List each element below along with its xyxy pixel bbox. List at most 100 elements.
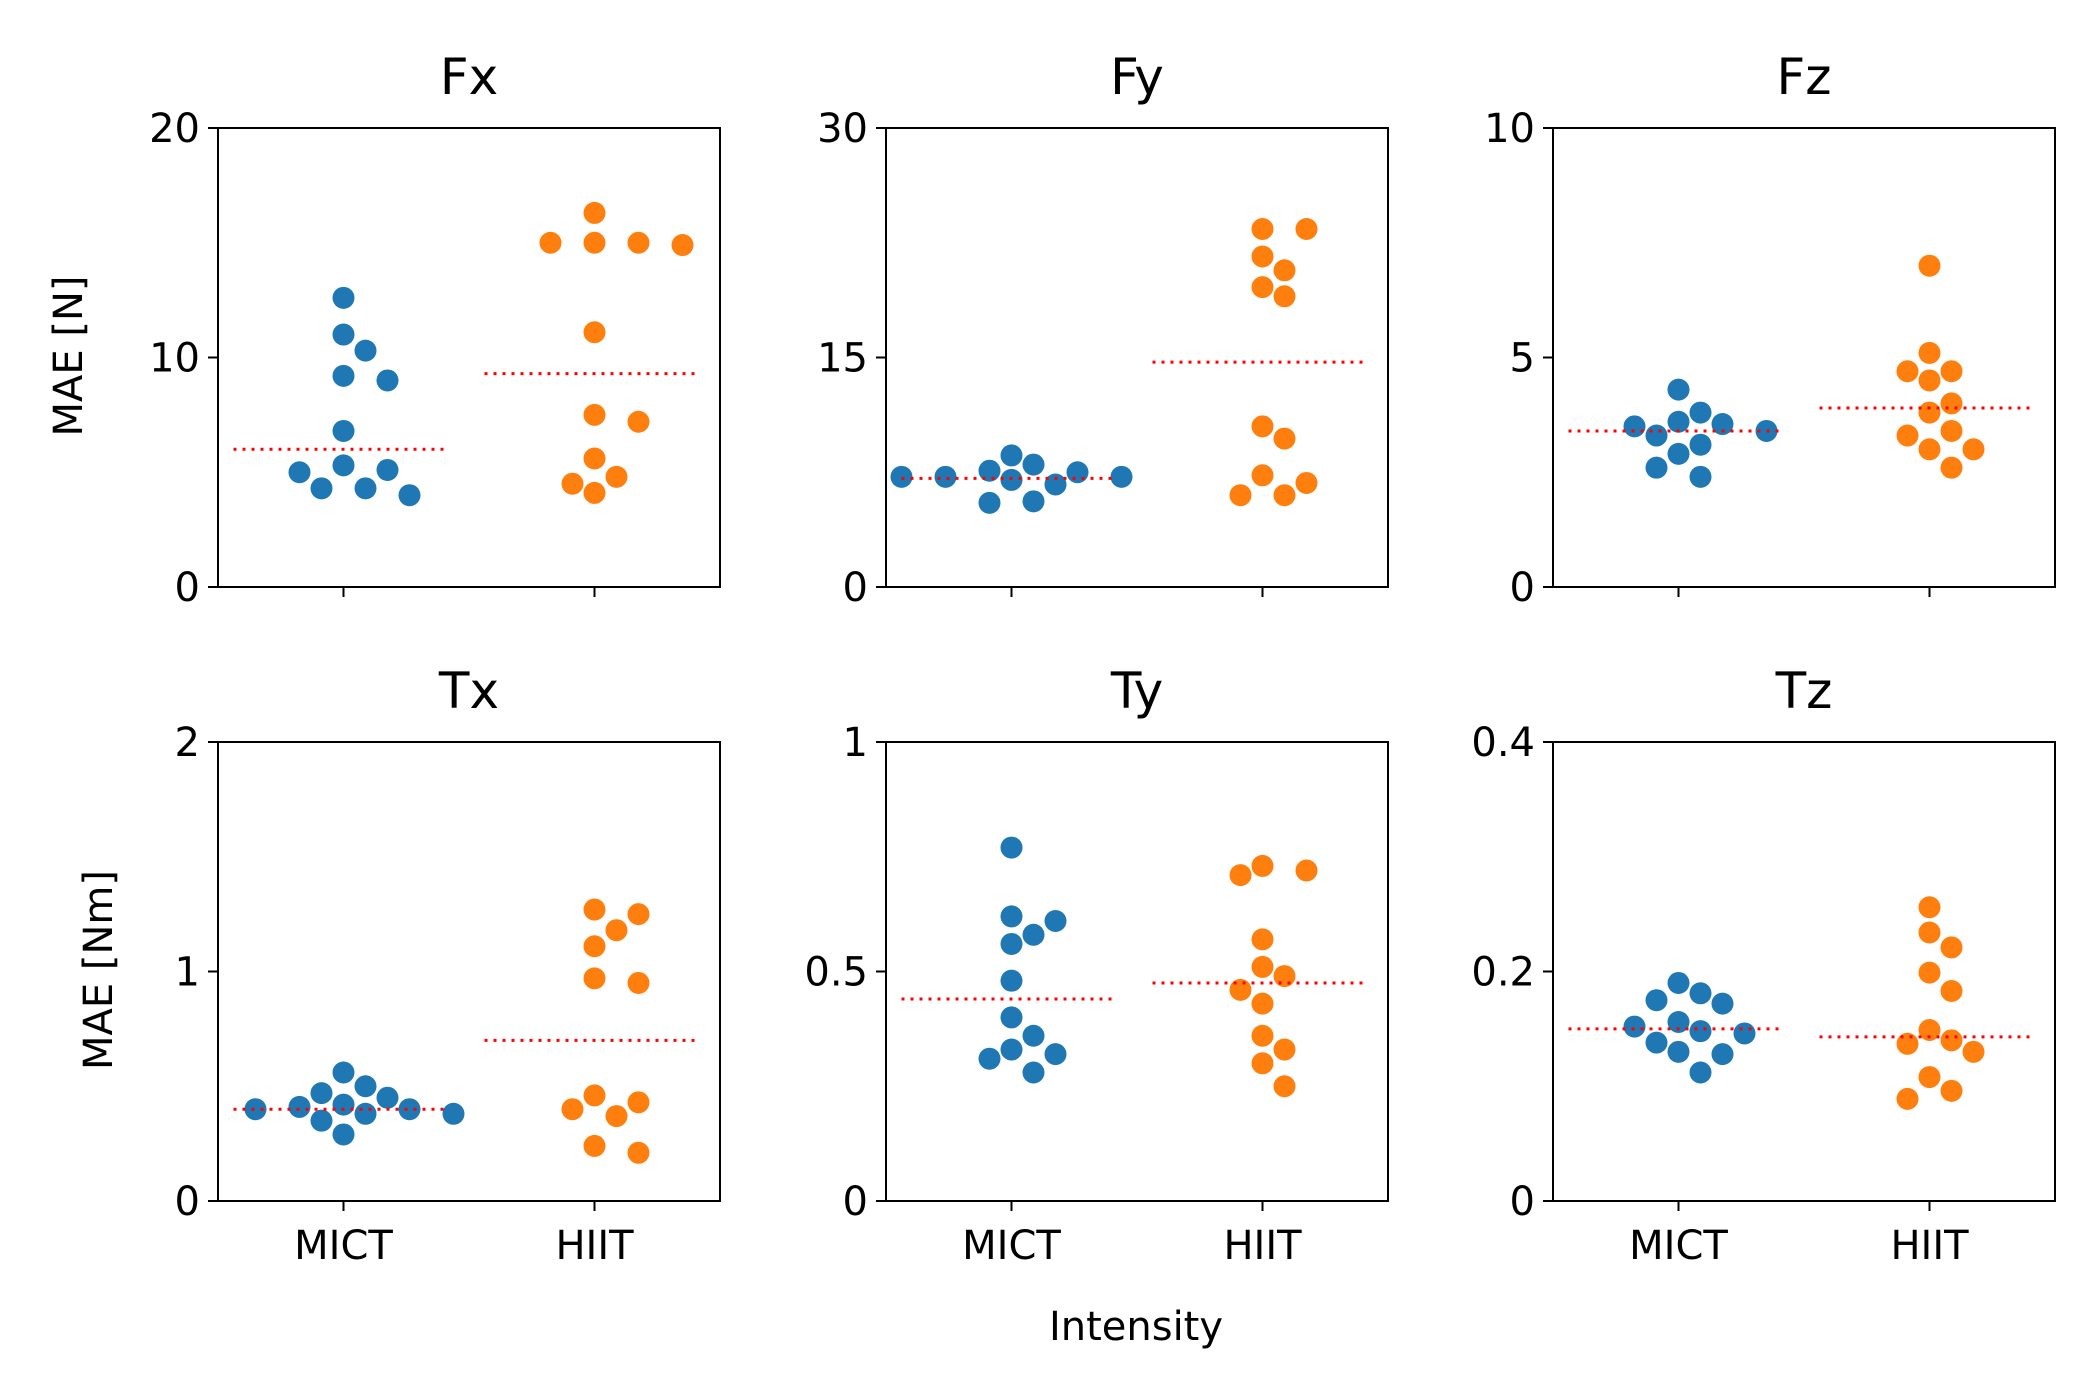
- data-point-mict: [332, 1123, 355, 1146]
- data-point-hiit: [583, 481, 606, 504]
- data-point-mict: [1623, 1015, 1646, 1038]
- data-point-hiit: [1918, 921, 1941, 944]
- plot-frame: [1552, 127, 2056, 588]
- plot-frame: [1552, 741, 2056, 1202]
- data-point-mict: [398, 484, 421, 507]
- data-point-hiit: [1295, 471, 1318, 494]
- data-point-mict: [288, 1095, 311, 1118]
- data-point-hiit: [1273, 285, 1296, 308]
- data-point-hiit: [1273, 427, 1296, 450]
- data-point-mict: [1022, 923, 1045, 946]
- y-tick-label: 15: [817, 336, 868, 382]
- data-point-mict: [1000, 836, 1023, 859]
- plot-frame: [217, 127, 721, 588]
- data-point-mict: [890, 465, 913, 488]
- plot-frame: [885, 127, 1389, 588]
- data-point-hiit: [1229, 978, 1252, 1001]
- data-point-mict: [376, 369, 399, 392]
- data-point-hiit: [671, 234, 694, 257]
- data-point-mict: [1044, 1043, 1067, 1066]
- data-point-mict: [310, 477, 333, 500]
- data-point-mict: [1689, 433, 1712, 456]
- data-point-mict: [332, 286, 355, 309]
- data-point-hiit: [1295, 217, 1318, 240]
- data-point-hiit: [1940, 1029, 1963, 1052]
- data-point-hiit: [1896, 1032, 1919, 1055]
- data-point-mict: [332, 1093, 355, 1116]
- x-tick-label: HIIT: [555, 1223, 634, 1269]
- data-point-mict: [332, 323, 355, 346]
- data-point-hiit: [1940, 419, 1963, 442]
- data-point-mict: [1667, 442, 1690, 465]
- data-point-hiit: [1251, 1024, 1274, 1047]
- data-point-hiit: [1940, 392, 1963, 415]
- data-point-mict: [1110, 465, 1133, 488]
- data-point-mict: [1667, 410, 1690, 433]
- data-point-mict: [1689, 465, 1712, 488]
- x-tick-label: HIIT: [1223, 1223, 1302, 1269]
- data-point-hiit: [583, 898, 606, 921]
- data-point-hiit: [1251, 1052, 1274, 1075]
- data-point-hiit: [583, 1084, 606, 1107]
- data-point-hiit: [583, 403, 606, 426]
- data-point-hiit: [583, 321, 606, 344]
- data-point-mict: [1711, 1043, 1734, 1066]
- data-point-mict: [978, 491, 1001, 514]
- data-point-mict: [244, 1098, 267, 1121]
- y-axis-label-top: MAE [N]: [46, 276, 92, 437]
- data-point-mict: [1000, 969, 1023, 992]
- y-tick-label: 5: [1510, 336, 1535, 382]
- data-point-hiit: [1962, 438, 1985, 461]
- panel-tz: Tz 0 0.2 0.4 MICT HIIT: [1471, 662, 2056, 1269]
- data-point-mict: [376, 458, 399, 481]
- data-point-mict: [978, 459, 1001, 482]
- data-point-hiit: [627, 1141, 650, 1164]
- data-point-mict: [1022, 490, 1045, 513]
- data-point-hiit: [583, 201, 606, 224]
- y-tick-label: 0.5: [804, 950, 868, 996]
- panel-ty: Ty 0 0.5 1 MICT HIIT: [804, 662, 1389, 1269]
- y-tick-label: 1: [175, 950, 200, 996]
- data-point-hiit: [539, 231, 562, 254]
- y-tick-label: 0.4: [1471, 720, 1535, 766]
- panel-fx: Fx 0 10 20: [149, 48, 721, 611]
- y-tick-label: 2: [175, 720, 200, 766]
- data-point-hiit: [1251, 245, 1274, 268]
- data-point-hiit: [561, 472, 584, 495]
- data-point-mict: [1000, 468, 1023, 491]
- data-point-hiit: [1273, 259, 1296, 282]
- panel-title: Fy: [1110, 48, 1164, 106]
- x-tick-label: MICT: [294, 1223, 393, 1269]
- panel-title: Fz: [1776, 48, 1831, 106]
- plot-frame: [885, 741, 1389, 1202]
- data-point-mict: [1711, 413, 1734, 436]
- data-point-hiit: [1896, 1087, 1919, 1110]
- data-point-mict: [1689, 1020, 1712, 1043]
- panel-title: Ty: [1110, 662, 1163, 720]
- x-axis-label: Intensity: [1049, 1304, 1223, 1350]
- data-point-mict: [1022, 1061, 1045, 1084]
- data-point-hiit: [1918, 896, 1941, 919]
- data-point-hiit: [1251, 217, 1274, 240]
- data-point-mict: [1022, 1024, 1045, 1047]
- y-tick-label: 0.2: [1471, 950, 1535, 996]
- data-point-hiit: [1273, 965, 1296, 988]
- data-point-hiit: [605, 465, 628, 488]
- data-point-hiit: [1273, 1075, 1296, 1098]
- data-point-hiit: [1896, 360, 1919, 383]
- y-axis-label-bottom: MAE [Nm]: [76, 870, 122, 1070]
- panel-title: Tz: [1775, 662, 1833, 720]
- data-point-mict: [332, 364, 355, 387]
- panel-tx: Tx 0 1 2 MICT HIIT: [175, 662, 721, 1269]
- data-point-mict: [934, 465, 957, 488]
- data-point-hiit: [583, 967, 606, 990]
- data-point-mict: [398, 1098, 421, 1121]
- data-point-hiit: [627, 1091, 650, 1114]
- data-point-mict: [1689, 982, 1712, 1005]
- data-point-hiit: [1918, 961, 1941, 984]
- data-point-mict: [354, 477, 377, 500]
- data-point-mict: [354, 1075, 377, 1098]
- data-point-mict: [310, 1082, 333, 1105]
- data-point-mict: [1066, 461, 1089, 484]
